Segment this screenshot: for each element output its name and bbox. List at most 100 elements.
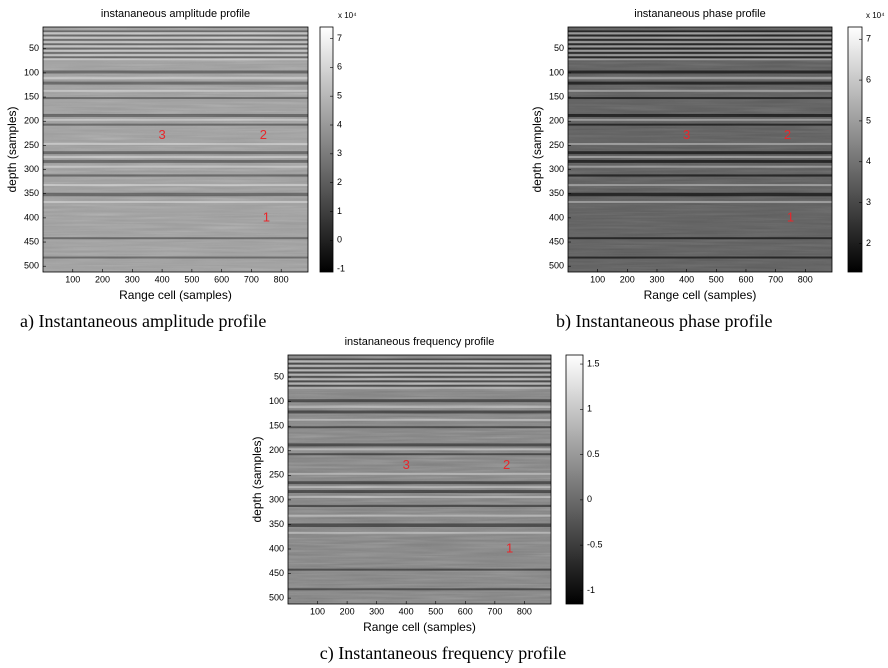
image-noise: [288, 355, 551, 604]
image-stripe: [43, 32, 308, 35]
y-tick-label: 50: [554, 43, 564, 53]
image-stripe: [288, 588, 551, 591]
image-panel: [288, 355, 551, 604]
x-tick-label: 500: [184, 274, 199, 284]
image-stripe: [43, 142, 308, 145]
y-tick-label: 200: [269, 445, 284, 455]
x-tick-label: 300: [369, 606, 384, 616]
y-tick-label: 150: [269, 421, 284, 431]
colorbar-tick-label: 5: [337, 91, 342, 101]
image-stripe: [288, 504, 551, 507]
image-stripe: [288, 568, 551, 571]
image-stripe: [288, 367, 551, 369]
x-tick-label: 600: [738, 274, 753, 284]
x-tick-label: 100: [310, 606, 325, 616]
image-stripe: [568, 165, 832, 168]
y-tick-label: 450: [549, 236, 564, 246]
annotation: 1: [506, 540, 513, 555]
caption: a) Instantaneous amplitude profile: [20, 311, 266, 332]
y-tick-label: 300: [24, 164, 39, 174]
x-tick-label: 200: [620, 274, 635, 284]
image-stripe: [288, 426, 551, 429]
image-panel: [568, 27, 832, 272]
axes-frame: [42, 26, 309, 273]
x-axis-label: Range cell (samples): [363, 620, 476, 634]
x-tick-label: 800: [517, 606, 532, 616]
colorbar-scale: x 10⁴: [338, 11, 357, 20]
colorbar-tick-label: -1: [587, 585, 595, 595]
y-tick-label: 400: [549, 212, 564, 222]
x-tick-label: 400: [399, 606, 414, 616]
image-stripe: [43, 192, 308, 197]
colorbar: [319, 26, 334, 273]
image-stripe: [288, 443, 551, 447]
colorbar-tick-label: 1.5: [587, 358, 600, 368]
x-tick-label: 400: [679, 274, 694, 284]
colorbar: [847, 26, 863, 273]
image-stripe: [568, 34, 832, 37]
y-tick-label: 50: [29, 43, 39, 53]
image-stripe: [288, 371, 551, 374]
axes-frame: [567, 26, 833, 273]
image-stripe: [43, 113, 308, 117]
image-stripe: [568, 30, 832, 32]
image-stripe: [43, 123, 308, 126]
image-stripe: [568, 32, 832, 35]
image-stripe: [43, 41, 308, 43]
x-tick-label: 700: [768, 274, 783, 284]
image-stripe: [568, 45, 832, 48]
y-tick-label: 300: [269, 494, 284, 504]
colorbar-tick-label: 4: [866, 156, 871, 166]
image-stripe: [43, 49, 308, 52]
image-stripe: [288, 384, 551, 387]
x-tick-label: 100: [590, 274, 605, 284]
image-stripe: [43, 43, 308, 46]
image-stripe: [43, 200, 308, 203]
image-stripe: [568, 36, 832, 39]
colorbar-tick-label: 5: [866, 115, 871, 125]
image-stripe: [568, 192, 832, 197]
image-stripe: [568, 52, 832, 54]
image-stripe: [288, 418, 551, 421]
image-stripe: [43, 56, 308, 59]
annotation: 2: [784, 127, 791, 142]
image-stripe: [568, 118, 832, 121]
image-stripe: [288, 369, 551, 372]
chart-title: instananeous phase profile: [634, 8, 765, 20]
y-tick-label: 250: [24, 140, 39, 150]
image-noise: [43, 27, 308, 272]
colorbar-tick-label: 0: [337, 235, 342, 245]
x-tick-label: 600: [214, 274, 229, 284]
chart-title: instananeous frequency profile: [345, 336, 495, 348]
image-stripe: [43, 151, 308, 155]
image-stripe: [568, 142, 832, 145]
image-stripe: [288, 495, 551, 498]
image-stripe: [568, 97, 832, 100]
colorbar-tick-label: 4: [337, 119, 342, 129]
image-stripe: [43, 81, 308, 85]
colorbar: [565, 354, 584, 605]
colorbar-tick-label: 0.5: [587, 449, 600, 459]
y-tick-label: 300: [549, 164, 564, 174]
image-stripe: [288, 481, 551, 485]
image-stripe: [43, 165, 308, 168]
caption: b) Instantaneous phase profile: [556, 311, 772, 332]
y-axis-label: depth (samples): [5, 106, 19, 192]
image-stripe: [43, 47, 308, 50]
x-tick-label: 200: [95, 274, 110, 284]
image-stripe: [288, 362, 551, 365]
y-tick-label: 350: [269, 519, 284, 529]
image-stripe: [288, 453, 551, 456]
y-tick-label: 250: [549, 140, 564, 150]
image-stripe: [568, 76, 832, 80]
colorbar-scale: x 10⁴: [866, 11, 885, 20]
y-tick-label: 500: [549, 261, 564, 271]
image-noise: [568, 27, 832, 272]
image-stripe: [568, 89, 832, 92]
image-stripe: [43, 70, 308, 74]
image-stripe: [288, 387, 551, 389]
caption: c) Instantaneous frequency profile: [320, 643, 566, 664]
image-stripe: [568, 49, 832, 52]
colorbar-tick-label: -0.5: [587, 540, 603, 550]
colorbar-tick-label: 3: [337, 148, 342, 158]
